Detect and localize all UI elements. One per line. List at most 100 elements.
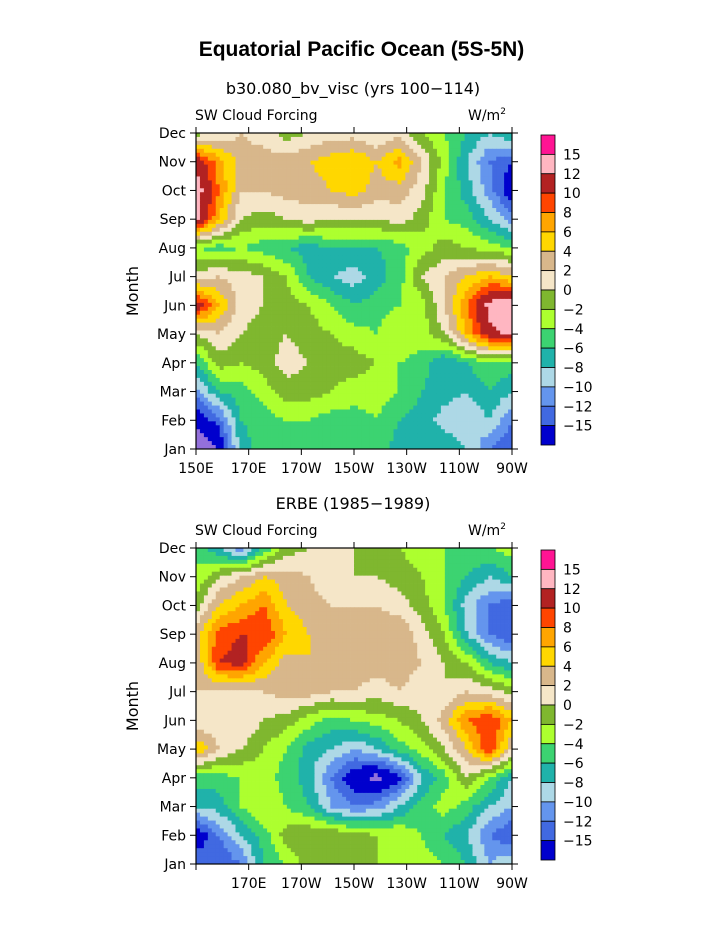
contour-cell [452,200,458,205]
contour-cell [393,172,398,177]
contour-cell [350,188,355,193]
contour-cell [306,204,311,209]
contour-cell [243,263,248,268]
contour-cell [385,172,390,177]
contour-cell [504,172,509,177]
contour-cell [251,215,256,221]
contour-cell [405,168,410,173]
contour-cell [251,164,256,169]
contour-cell [338,200,343,205]
contour-cell [302,342,307,347]
contour-cell [330,263,335,268]
contour-cell [196,346,201,351]
contour-cell [433,342,438,347]
contour-cell [290,271,296,276]
contour-cell [255,318,260,323]
contour-cell [456,298,462,304]
contour-cell [468,322,473,327]
contour-cell [338,144,343,150]
contour-cell [385,366,390,371]
contour-cell [219,358,225,363]
contour-cell [267,366,272,371]
contour-cell [294,133,300,138]
contour-cell [243,235,248,241]
contour-cell [267,283,272,288]
contour-cell [247,133,252,138]
contour-cell [259,370,264,375]
contour-cell [267,140,272,146]
contour-cell [448,136,454,142]
contour-cell [271,152,276,158]
contour-cell [504,366,509,371]
contour-cell [199,291,205,296]
contour-cell [421,263,426,268]
contour-cell [508,200,513,205]
contour-cell [476,366,481,371]
contour-cell [271,208,276,213]
contour-cell [286,366,292,371]
contour-cell [377,231,383,237]
contour-cell [373,180,379,185]
contour-cell [330,235,335,241]
contour-cell [397,259,402,264]
contour-cell [385,267,390,272]
contour-cell [377,239,383,244]
contour-cell [452,196,458,201]
contour-cell [357,172,363,177]
contour-cell [492,152,497,158]
contour-cell [417,223,422,229]
contour-cell [373,358,379,363]
contour-cell [369,140,375,146]
contour-cell [334,362,339,367]
contour-cell [472,176,477,181]
contour-cell [476,168,481,173]
contour-cell [393,291,398,296]
contour-cell [413,160,418,165]
contour-cell [338,156,343,162]
contour-cell [223,298,228,304]
contour-cell [389,298,394,304]
contour-cell [318,346,323,351]
contour-cell [464,342,469,347]
contour-cell [278,306,284,312]
contour-cell [468,306,473,312]
contour-cell [286,271,292,276]
contour-cell [263,212,268,217]
contour-cell [227,219,232,225]
contour-cell [310,283,315,288]
contour-cell [460,298,465,304]
contour-cell [389,148,394,154]
contour-cell [393,164,398,169]
contour-cell [330,136,335,142]
contour-cell [243,180,248,185]
contour-cell [425,200,430,205]
contour-cell [342,148,347,154]
contour-cell [227,164,232,169]
contour-cell [203,235,209,241]
contour-cell [294,310,300,316]
contour-cell [294,164,300,169]
contour-cell [286,204,292,209]
contour-cell [314,133,319,138]
contour-cell [373,283,379,288]
contour-cell [271,192,276,197]
contour-cell [389,362,394,367]
contour-cell [496,204,501,209]
contour-cell [334,176,339,181]
contour-cell [500,298,505,304]
contour-cell [357,275,363,280]
contour-cell [223,350,228,355]
contour-cell [330,215,335,221]
contour-cell [393,160,398,165]
contour-cell [294,314,300,320]
contour-cell [508,263,513,268]
contour-cell [223,251,228,256]
contour-cell [306,302,311,308]
contour-cell [342,239,347,244]
contour-cell [334,283,339,288]
contour-cell [255,283,260,288]
contour-cell [310,291,315,296]
contour-cell [322,196,327,201]
contour-cell [199,136,205,142]
contour-cell [294,223,300,229]
